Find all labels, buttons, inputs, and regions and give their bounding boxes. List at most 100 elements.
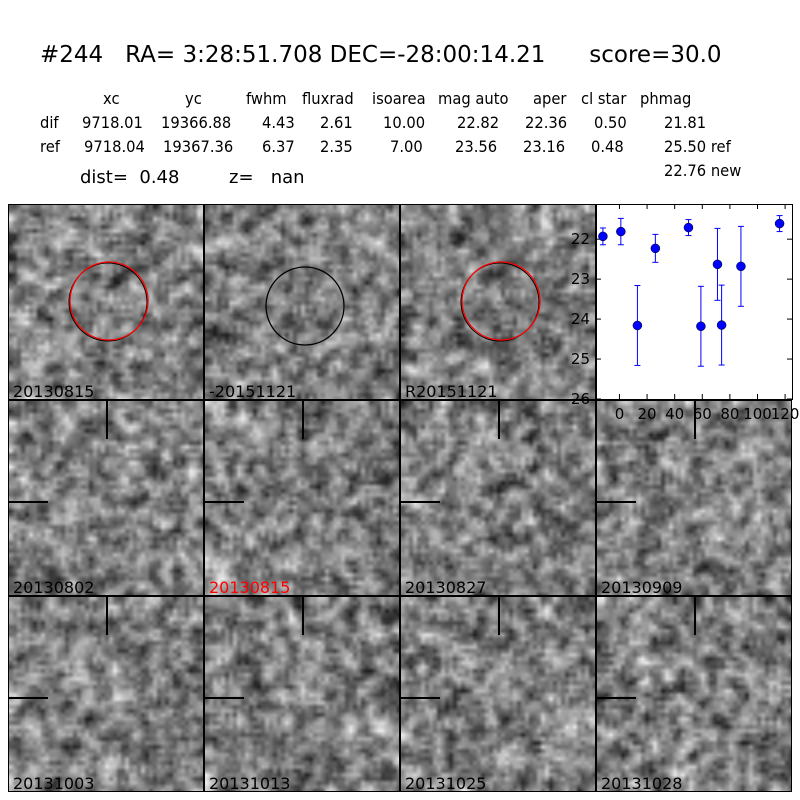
y-tick-label: 23 [571, 270, 590, 288]
horizontal-marker [401, 697, 440, 699]
y-tick-label: 25 [571, 350, 590, 368]
col-header-xc: xc [103, 89, 120, 108]
col-header-aper: aper [533, 89, 567, 108]
col-header-mag-auto: mag auto [438, 89, 509, 108]
image-stamp: 20130815 [204, 400, 400, 596]
row-label: dif [40, 113, 59, 132]
y-tick-label: 26 [571, 390, 590, 408]
image-stamp: 20131003 [8, 596, 204, 792]
stamp-date-label: 20130815 [13, 382, 95, 400]
data-point [736, 261, 746, 272]
horizontal-marker [9, 697, 48, 699]
col-header-phmag: phmag [640, 89, 692, 108]
y-tick-label: 22 [571, 230, 590, 248]
cell: 21.81 [664, 113, 707, 132]
stamp-image [401, 205, 595, 399]
cell: 2.35 [320, 137, 353, 156]
z-value: z= nan [229, 167, 305, 188]
image-stamp: -20151121 [204, 204, 400, 400]
y-tick-label: 24 [571, 310, 590, 328]
data-point [598, 231, 608, 242]
stamp-date-label: 20130815 [209, 578, 291, 596]
aperture-circle [461, 261, 541, 341]
dist-value: dist= 0.48 [80, 167, 180, 188]
stamp-date-label: 20130827 [405, 578, 487, 596]
horizontal-marker [205, 697, 244, 699]
cell: 23.16 [523, 137, 566, 156]
image-stamp: 20130827 [400, 400, 596, 596]
vertical-marker [106, 597, 108, 635]
image-stamp: 20131013 [204, 596, 400, 792]
vertical-marker [498, 597, 500, 635]
image-stamp: 20130815 [8, 204, 204, 400]
cell: 23.56 [455, 137, 498, 156]
data-point [774, 218, 785, 229]
data-point [716, 320, 727, 330]
x-tick-label: 60 [693, 405, 712, 423]
stamp-date-label: 20131025 [405, 774, 487, 792]
image-stamp: R20151121 [400, 204, 596, 400]
data-point [632, 320, 643, 331]
cell: 0.48 [591, 137, 624, 156]
x-tick-label: 120 [771, 405, 800, 423]
data-point [616, 226, 626, 237]
image-stamp: 20130802 [8, 400, 204, 596]
row-label: ref [40, 137, 60, 156]
stamp-date-label: R20151121 [405, 382, 498, 400]
cell: 0.50 [594, 113, 627, 132]
data-point [683, 222, 694, 233]
cell: 22.82 [457, 113, 500, 132]
vertical-marker [694, 401, 696, 439]
cell: 9718.04 [84, 137, 145, 156]
horizontal-marker [597, 697, 636, 699]
stamp-image [9, 205, 203, 399]
x-tick-label: 40 [665, 405, 684, 423]
vertical-marker [498, 401, 500, 439]
col-header-fwhm: fwhm [246, 89, 287, 108]
cell: 6.37 [262, 137, 295, 156]
x-tick-label: 20 [638, 405, 657, 423]
stamp-date-label: 20130802 [13, 578, 95, 596]
cell: 19367.36 [163, 137, 234, 156]
vertical-marker [302, 597, 304, 635]
image-stamp: 20130909 [596, 400, 792, 596]
data-point [712, 259, 723, 270]
cell: 4.43 [262, 113, 295, 132]
col-header-yc: yc [185, 89, 202, 108]
stamp-image [205, 205, 399, 399]
cell: 19366.88 [161, 113, 232, 132]
aperture-circle [265, 266, 345, 346]
horizontal-marker [205, 501, 244, 503]
image-stamp: 20131025 [400, 596, 596, 792]
data-point [650, 243, 661, 254]
col-header-cl-star: cl star [581, 89, 627, 108]
plot-frame [596, 204, 793, 400]
cell: 7.00 [390, 137, 423, 156]
x-tick-label: 80 [720, 405, 739, 423]
cell: 9718.01 [82, 113, 143, 132]
horizontal-marker [401, 501, 440, 503]
vertical-marker [302, 401, 304, 439]
stamp-date-label: 20130909 [601, 578, 683, 596]
horizontal-marker [597, 501, 636, 503]
image-stamp: 20131028 [596, 596, 792, 792]
phmag-new: 22.76 new [664, 161, 742, 180]
stamp-date-label: 20131003 [13, 774, 95, 792]
stamp-date-label: -20151121 [209, 382, 297, 400]
horizontal-marker [9, 501, 48, 503]
aperture-circle [69, 261, 149, 341]
page-title: #244 RA= 3:28:51.708 DEC=-28:00:14.21 sc… [40, 42, 722, 68]
stamp-date-label: 20131028 [601, 774, 683, 792]
x-tick-label: 0 [615, 405, 625, 423]
cell: 25.50 ref [664, 137, 731, 156]
data-point [696, 321, 706, 332]
cell: 22.36 [525, 113, 568, 132]
x-tick-label: 100 [743, 405, 772, 423]
stamp-date-label: 20131013 [209, 774, 291, 792]
vertical-marker [106, 401, 108, 439]
col-header-isoarea: isoarea [372, 89, 426, 108]
cell: 2.61 [320, 113, 353, 132]
col-header-fluxrad: fluxrad [302, 89, 354, 108]
